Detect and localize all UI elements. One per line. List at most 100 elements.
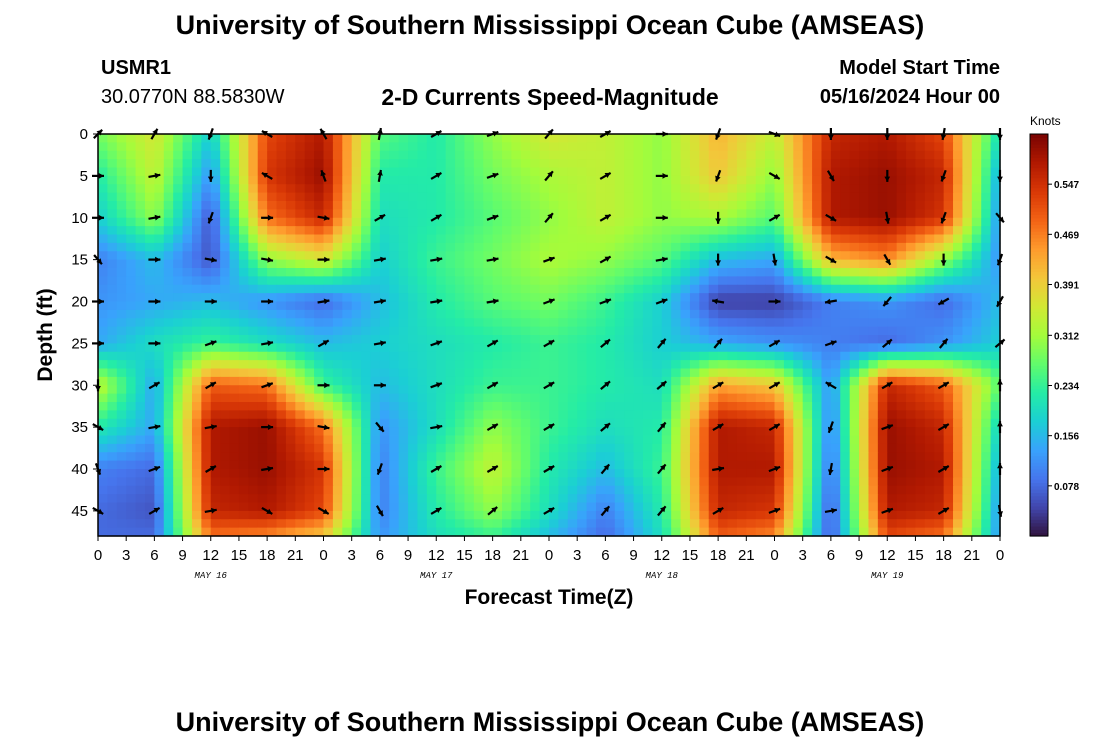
heatmap-cell: [755, 268, 766, 277]
heatmap-cell: [595, 293, 606, 303]
heatmap-cell: [473, 217, 484, 227]
heatmap-cell: [821, 410, 832, 420]
heatmap-cell: [812, 469, 823, 478]
heatmap-cell: [755, 226, 766, 236]
heatmap-cell: [652, 494, 663, 504]
heatmap-cell: [370, 368, 381, 378]
heatmap-cell: [398, 167, 409, 177]
heatmap-cell: [135, 234, 146, 244]
heatmap-cell: [220, 234, 231, 244]
current-arrow: [486, 214, 499, 221]
heatmap-cell: [154, 435, 165, 445]
heatmap-cell: [915, 184, 926, 194]
heatmap-cell: [201, 360, 212, 370]
heatmap-cell: [840, 184, 851, 194]
heatmap-cell: [530, 452, 541, 462]
heatmap-cell: [229, 318, 240, 328]
heatmap-cell: [783, 418, 794, 428]
heatmap-cell: [201, 410, 212, 420]
heatmap-cell: [98, 427, 108, 437]
heatmap-cell: [934, 510, 945, 520]
heatmap-cell: [840, 502, 851, 512]
heatmap-cell: [614, 276, 625, 286]
heatmap-cell: [661, 167, 672, 177]
heatmap-cell: [896, 460, 907, 470]
heatmap-cell: [642, 251, 653, 261]
heatmap-cell: [783, 343, 794, 353]
heatmap-cell: [990, 393, 1001, 403]
heatmap-cell: [896, 142, 907, 152]
heatmap-cell: [981, 435, 992, 445]
heatmap-cell: [229, 150, 240, 160]
heatmap-cell: [774, 209, 785, 219]
heatmap-cell: [332, 427, 343, 437]
heatmap-cell: [332, 393, 343, 403]
heatmap-cell: [295, 150, 306, 160]
heatmap-cell: [605, 175, 616, 185]
heatmap-cell: [877, 251, 888, 261]
heatmap-cell: [502, 335, 513, 344]
heatmap-cell: [915, 276, 926, 286]
heatmap-cell: [981, 318, 992, 328]
heatmap-cell: [727, 142, 738, 152]
heatmap-cell: [116, 242, 127, 252]
heatmap-cell: [436, 510, 447, 520]
heatmap-cell: [135, 469, 146, 478]
heatmap-cell: [868, 460, 879, 470]
current-arrow: [486, 465, 499, 473]
heatmap-cell: [398, 192, 409, 202]
heatmap-cell: [126, 276, 137, 286]
heatmap-cell: [238, 469, 249, 478]
heatmap-cell: [267, 167, 278, 177]
heatmap-cell: [830, 150, 841, 160]
heatmap-cell: [849, 284, 860, 294]
heatmap-cell: [689, 385, 700, 395]
heatmap-cell: [455, 167, 466, 177]
heatmap-cell: [887, 201, 898, 210]
heatmap-cell: [144, 527, 155, 537]
heatmap-cell: [577, 435, 588, 445]
current-arrow: [715, 211, 721, 224]
heatmap-cell: [276, 443, 287, 453]
heatmap-cell: [567, 134, 578, 143]
heatmap-cell: [962, 360, 973, 370]
heatmap-cell: [849, 427, 860, 437]
heatmap-cell: [774, 494, 785, 504]
heatmap-cell: [426, 360, 437, 370]
heatmap-cell: [661, 443, 672, 453]
heatmap-cell: [389, 435, 400, 445]
heatmap-cell: [859, 335, 870, 344]
heatmap-cell: [680, 184, 691, 194]
heatmap-cell: [624, 335, 635, 344]
heatmap-cell: [755, 393, 766, 403]
heatmap-cell: [755, 435, 766, 445]
heatmap-cell: [398, 335, 409, 344]
heatmap-cell: [436, 376, 447, 386]
heatmap-cell: [455, 502, 466, 512]
heatmap-cell: [915, 268, 926, 277]
heatmap-cell: [539, 217, 550, 227]
heatmap-cell: [802, 301, 813, 311]
heatmap-cell: [276, 318, 287, 328]
heatmap-cell: [276, 276, 287, 286]
heatmap-cell: [671, 368, 682, 378]
heatmap-cell: [182, 427, 193, 437]
heatmap-cell: [107, 259, 118, 269]
heatmap-cell: [539, 519, 550, 529]
heatmap-cell: [708, 326, 719, 336]
heatmap-cell: [276, 184, 287, 194]
heatmap-cell: [314, 443, 325, 453]
heatmap-cell: [671, 410, 682, 420]
heatmap-cell: [887, 309, 898, 319]
heatmap-cell: [295, 477, 306, 487]
heatmap-cell: [915, 309, 926, 319]
heatmap-cell: [689, 142, 700, 152]
heatmap-cell: [426, 502, 437, 512]
heatmap-cell: [332, 460, 343, 470]
heatmap-cell: [727, 443, 738, 453]
heatmap-cell: [107, 502, 118, 512]
heatmap-cell: [135, 226, 146, 236]
heatmap-cell: [736, 368, 747, 378]
heatmap-cell: [765, 201, 776, 210]
current-arrow: [600, 338, 611, 349]
